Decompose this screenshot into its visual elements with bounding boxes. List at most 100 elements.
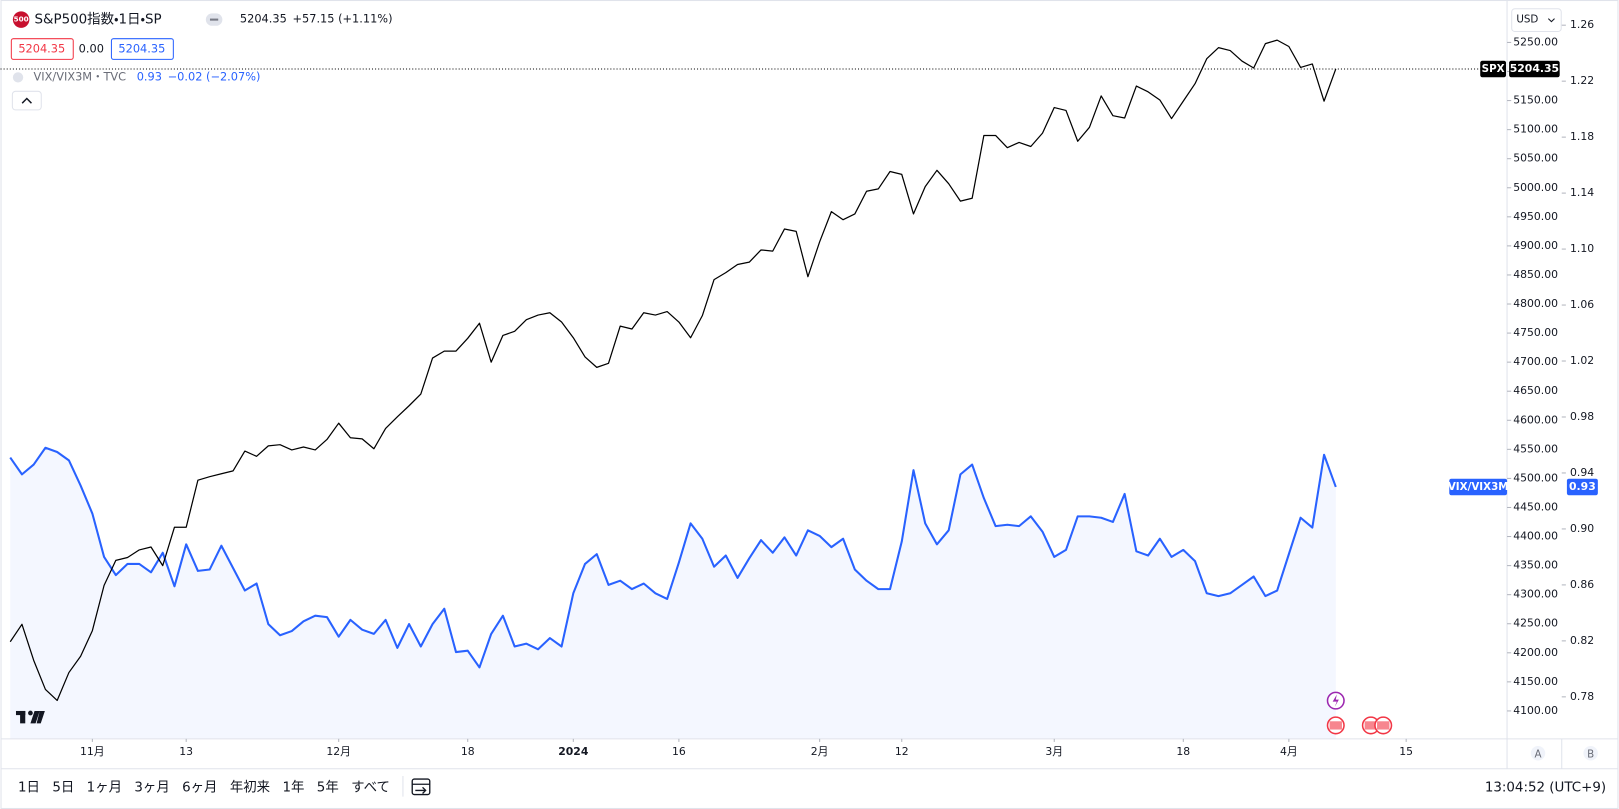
header-change: +57.15 (+1.11%) — [293, 12, 393, 26]
y-tick-label: 5250.00 — [1513, 35, 1558, 48]
y-tick-label: 4400.00 — [1513, 530, 1558, 543]
y2-tick-label: 0.78 — [1570, 690, 1594, 703]
logo-part — [28, 710, 33, 716]
compare-symbol[interactable]: VIX/VIX3M・TVC — [34, 69, 127, 83]
range-button[interactable]: 1年 — [282, 779, 304, 795]
x-tick-label: 18 — [461, 745, 475, 758]
series-tag-name: VIX/VIX3M — [1448, 481, 1509, 493]
series-tag — [1480, 60, 1507, 78]
y-tick-label: 4650.00 — [1513, 384, 1558, 397]
plot-area — [0, 39, 1508, 739]
y2-tick-label: 0.82 — [1570, 634, 1594, 647]
x-tick-label: 2024 — [558, 745, 589, 758]
y-tick-label: 4100.00 — [1513, 704, 1558, 717]
currency-select[interactable] — [1511, 8, 1562, 32]
x-tick-label: 3月 — [1045, 745, 1063, 758]
y-tick-label: 4950.00 — [1513, 210, 1558, 223]
range-button[interactable]: 3ヶ月 — [134, 780, 169, 795]
x-tick-label: 18 — [1176, 745, 1190, 758]
series-line — [9, 446, 1337, 669]
symbol-title[interactable]: S&P500指数・1日・SP — [35, 12, 162, 28]
calendar-arrow — [415, 786, 427, 794]
y2-tick-label: 1.14 — [1570, 186, 1594, 199]
y2-tick-label: 1.06 — [1570, 298, 1594, 311]
scale-button-label: B — [1587, 748, 1594, 760]
range-button[interactable]: 1ヶ月 — [87, 780, 122, 795]
logo-part — [20, 710, 26, 724]
y2-tick-label: 1.02 — [1570, 354, 1594, 367]
currency-caret — [1547, 18, 1555, 23]
y2-tick-label: 1.10 — [1570, 242, 1594, 255]
y2-tick-label: 1.18 — [1570, 130, 1594, 143]
y-tick-label: 5100.00 — [1513, 123, 1558, 136]
y-tick-label: 4550.00 — [1513, 442, 1558, 455]
spread-text: 0.00 — [79, 42, 104, 56]
y-tick-label: 4900.00 — [1513, 239, 1558, 252]
event-bolt — [1332, 694, 1339, 707]
y-tick-label: 5150.00 — [1513, 94, 1558, 107]
y-tick-label: 4750.00 — [1513, 326, 1558, 339]
y2-tick-label: 0.98 — [1570, 410, 1594, 423]
range-button[interactable]: 5日 — [52, 780, 74, 795]
range-button[interactable]: 6ヶ月 — [182, 780, 217, 795]
y-tick-label: 5050.00 — [1513, 152, 1558, 165]
logo-part — [30, 710, 45, 724]
x-tick-label: 15 — [1399, 745, 1413, 758]
flag — [1364, 721, 1378, 730]
bid-box[interactable] — [10, 38, 74, 60]
flag — [1377, 721, 1390, 730]
x-tick-label: 4月 — [1280, 745, 1298, 758]
y-tick-label: 4150.00 — [1513, 675, 1558, 688]
series-area — [10, 447, 1336, 739]
currency-text: USD — [1516, 14, 1538, 26]
last-value-label: 5204.35 — [1510, 62, 1559, 75]
scale-button-label: A — [1534, 748, 1541, 760]
x-tick-label: 12 — [895, 745, 909, 758]
range-button[interactable]: 年初来 — [230, 779, 270, 795]
y-tick-label: 4700.00 — [1513, 355, 1558, 368]
compare-change: −0.02 (−2.07%) — [168, 69, 261, 83]
collapse-icon — [21, 97, 32, 104]
y-tick-label: 4200.00 — [1513, 646, 1558, 659]
y-tick-label: 4800.00 — [1513, 297, 1558, 310]
y2-tick-label: 1.22 — [1570, 74, 1594, 87]
x-tick-label: 13 — [179, 745, 193, 758]
ask-text: 5204.35 — [118, 42, 165, 56]
y-tick-label: 4500.00 — [1513, 471, 1558, 484]
x-tick-label: 11月 — [80, 745, 105, 758]
series-line — [9, 39, 1337, 702]
goto-date-icon[interactable] — [411, 778, 431, 796]
x-tick-label: 2月 — [811, 745, 829, 758]
y-tick-label: 5000.00 — [1513, 181, 1558, 194]
y2-tick-label: 1.26 — [1570, 18, 1594, 31]
scale-button[interactable] — [1530, 746, 1546, 761]
collapse-button[interactable] — [11, 90, 42, 111]
clock[interactable]: 13:04:52 (UTC+9) — [1485, 780, 1606, 795]
series-tag-name: SPX — [1482, 63, 1505, 75]
tv-logo — [15, 710, 45, 724]
flag — [1329, 721, 1342, 730]
compare-logo — [12, 72, 24, 83]
range-button[interactable]: 1日 — [18, 780, 40, 795]
bid-text: 5204.35 — [18, 42, 65, 56]
x-tick-label: 12月 — [326, 745, 351, 758]
range-button[interactable]: すべて — [351, 779, 390, 795]
ask-box[interactable] — [110, 38, 174, 60]
range-button[interactable]: 5年 — [317, 779, 339, 795]
compare-price: 0.93 — [137, 69, 162, 83]
x-tick-label: 16 — [672, 745, 686, 758]
y-tick-label: 4850.00 — [1513, 268, 1558, 281]
y-tick-label: 4300.00 — [1513, 588, 1558, 601]
y2-tick-label: 0.94 — [1570, 466, 1594, 479]
last-value-tag — [1509, 60, 1560, 78]
range-bar: 1日 5日 1ヶ月 3ヶ月 6ヶ月 年初来 1年 5年 すべて — [18, 779, 390, 795]
scale-button[interactable] — [1583, 746, 1598, 761]
y-tick-label: 4600.00 — [1513, 413, 1558, 426]
y2-tick-label: 0.86 — [1570, 578, 1594, 591]
series-tag — [1449, 478, 1508, 496]
y-tick-label: 4250.00 — [1513, 617, 1558, 630]
symbol-logo — [12, 11, 30, 28]
header-price: 5204.35 — [240, 12, 287, 26]
